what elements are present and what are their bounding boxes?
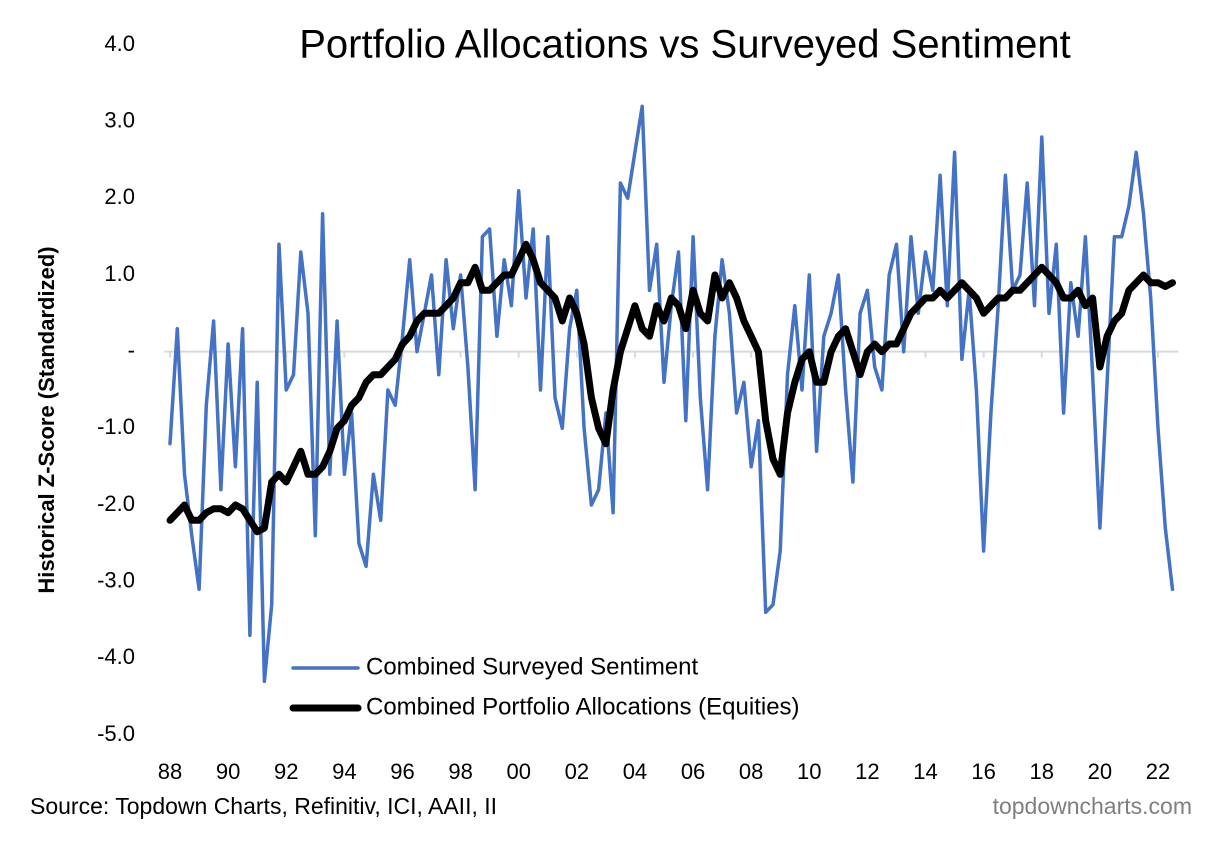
x-tick-label: 08 xyxy=(739,759,763,784)
x-tick-label: 92 xyxy=(274,759,298,784)
y-tick-label: -5.0 xyxy=(97,721,135,746)
y-tick-label: -3.0 xyxy=(97,567,135,592)
x-tick-label: 12 xyxy=(855,759,879,784)
x-tick-label: 06 xyxy=(681,759,705,784)
watermark: topdowncharts.com xyxy=(993,793,1192,819)
y-tick-label: -2.0 xyxy=(97,491,135,516)
x-tick-label: 98 xyxy=(448,759,472,784)
chart-title: Portfolio Allocations vs Surveyed Sentim… xyxy=(299,23,1071,67)
x-tick-label: 14 xyxy=(913,759,937,784)
source-note: Source: Topdown Charts, Refinitiv, ICI, … xyxy=(30,793,497,819)
legend-label: Combined Surveyed Sentiment xyxy=(366,653,699,680)
y-tick-label: -4.0 xyxy=(97,644,135,669)
x-tick-label: 20 xyxy=(1088,759,1112,784)
y-tick-label: - xyxy=(128,337,135,362)
x-tick-label: 00 xyxy=(506,759,530,784)
x-tick-label: 94 xyxy=(332,759,356,784)
y-tick-label: 3.0 xyxy=(104,107,135,132)
x-tick-label: 90 xyxy=(216,759,240,784)
y-tick-label: 2.0 xyxy=(104,184,135,209)
x-tick-label: 88 xyxy=(158,759,182,784)
y-tick-label: 4.0 xyxy=(104,31,135,56)
y-tick-label: 1.0 xyxy=(104,261,135,286)
x-tick-label: 10 xyxy=(797,759,821,784)
series-line xyxy=(166,240,1176,536)
x-tick-label: 96 xyxy=(390,759,414,784)
legend-label: Combined Portfolio Allocations (Equities… xyxy=(366,693,800,720)
x-tick-label: 04 xyxy=(623,759,647,784)
x-tick-label: 18 xyxy=(1030,759,1054,784)
series-line xyxy=(168,104,1175,684)
x-tick-label: 16 xyxy=(971,759,995,784)
y-axis-label: Historical Z-Score (Standardized) xyxy=(34,246,59,593)
x-tick-label: 02 xyxy=(565,759,589,784)
y-tick-label: -1.0 xyxy=(97,414,135,439)
x-tick-label: 22 xyxy=(1146,759,1170,784)
